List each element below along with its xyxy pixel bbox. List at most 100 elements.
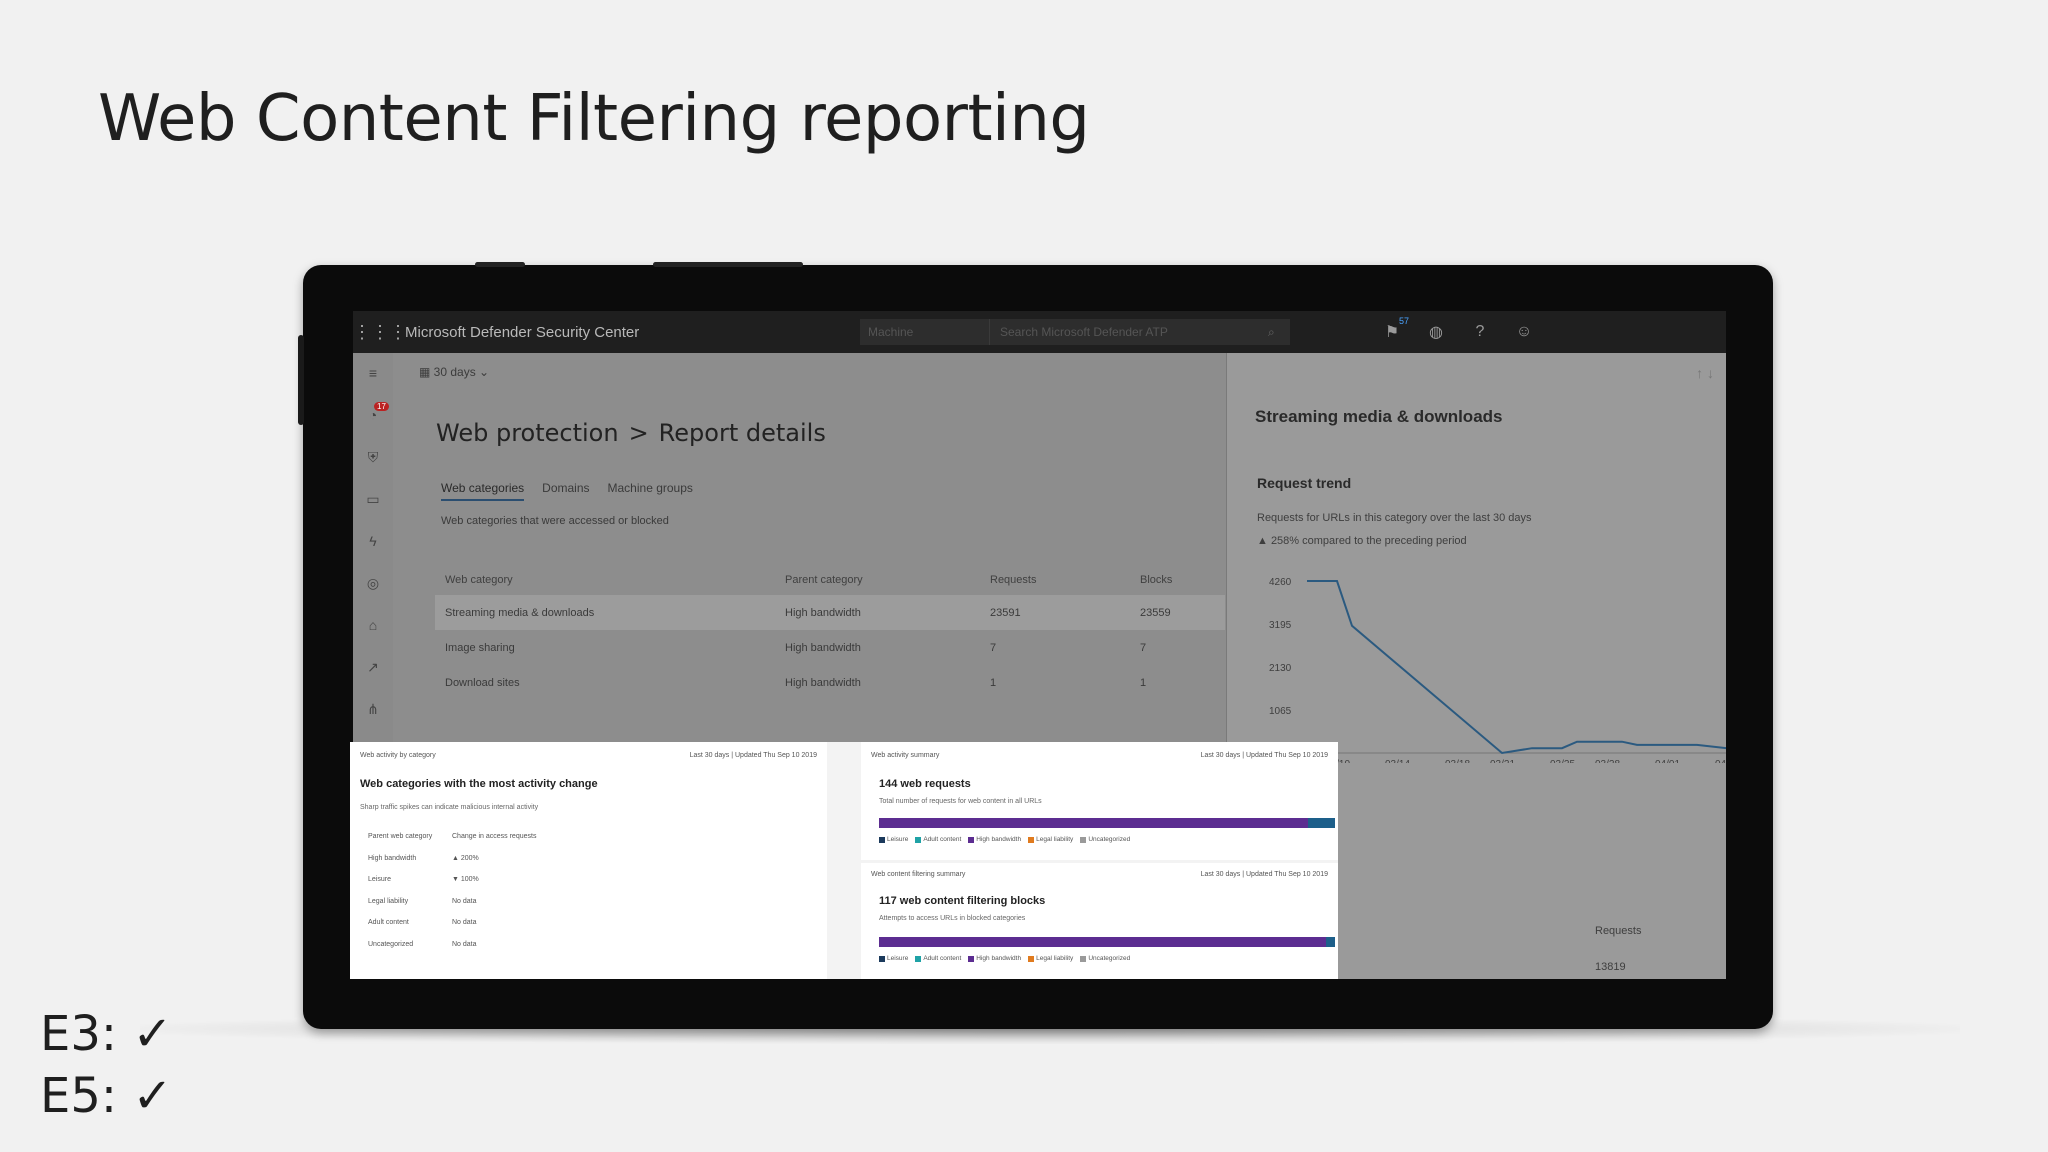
table-cell: High bandwidth [785,641,861,654]
legend-label: Adult content [923,955,962,962]
globe-icon[interactable]: ◍ [1429,324,1443,341]
card-title: Web categories with the most activity ch… [360,778,598,790]
breadcrumb-parent[interactable]: Web protection [436,419,619,447]
briefcase-icon[interactable]: ⌂ [368,617,378,633]
chevron-down-icon: ⌄ [475,365,490,379]
table-cell: High bandwidth [775,595,980,630]
lightning-icon[interactable]: ϟ [369,533,377,549]
legend-item: High bandwidth [968,955,1021,962]
tablet-device: ⋮⋮⋮ Microsoft Defender Security Center M… [298,262,1773,1029]
connections-icon[interactable]: ⋔ [367,701,379,717]
panel-title: Streaming media & downloads [1255,407,1503,426]
legend-swatch [968,955,975,962]
card-meta: Last 30 days | Updated Thu Sep 10 2019 [1200,871,1328,878]
card-subtitle: Total number of requests for web content… [879,798,1042,805]
change-value: No data [452,897,477,905]
tab-description: Web categories that were accessed or blo… [441,515,669,527]
smiley-icon[interactable]: ☺ [1515,323,1533,340]
tab-web-categories[interactable]: Web categories [441,481,525,501]
legend-label: Uncategorized [1088,836,1131,843]
requests-value: 13819 [1595,961,1626,973]
table-row[interactable]: Download sites High bandwidth 1 1 [435,665,1225,700]
legend-item: Leisure [879,836,908,843]
request-trend-chart: 426031952130106503/1003/1403/1803/2103/2… [1269,577,1726,763]
table-cell: Download sites [445,676,520,689]
legend-item: Uncategorized [1080,836,1130,843]
help-icon[interactable]: ? [1475,323,1485,340]
x-tick-label: 04/01 [1655,759,1680,763]
list-item: Legal liability No data [368,891,542,913]
table-cell: 23559 [1130,595,1225,630]
bar-segment-high-bandwidth [879,937,1326,947]
breadcrumb: Web protection > Report details [436,419,826,447]
global-search[interactable]: Machine Search Microsoft Defender ATP ⌕ [860,319,1290,345]
calendar-icon: ▦ [419,365,434,379]
check-icon: ✓ [132,1068,173,1124]
panel-description: Requests for URLs in this category over … [1257,512,1532,524]
search-icon[interactable]: ⌕ [1268,324,1275,339]
search-input[interactable]: Search Microsoft Defender ATP [1000,325,1168,339]
web-activity-summary-card[interactable]: Web activity summary Last 30 days | Upda… [861,742,1338,860]
bar-segment-other [1325,937,1335,947]
bar-legend: Leisure Adult content High bandwidth Leg… [879,836,1130,843]
report-cards-overlay: Web activity by category Last 30 days | … [350,742,1338,979]
time-range-picker[interactable]: ▦ 30 days ⌄ [419,365,489,379]
x-tick-label: 03/18 [1445,759,1470,763]
app-title[interactable]: Microsoft Defender Security Center [405,323,640,341]
card-caption: Web activity summary [871,752,940,759]
table-row[interactable]: Streaming media & downloads High bandwid… [435,595,1225,630]
legend-label: Adult content [923,836,962,843]
column-header[interactable]: Web category [445,574,513,586]
breadcrumb-separator: > [628,419,649,447]
column-header: Parent web category [368,833,433,841]
column-header[interactable]: Blocks [1140,574,1173,586]
column-header[interactable]: Requests [990,574,1037,586]
legend-swatch [915,955,922,962]
legend-swatch [1080,955,1087,962]
tab-machine-groups[interactable]: Machine groups [607,481,693,495]
notifications-icon[interactable]: ⚑ 57 [1384,316,1409,341]
waffle-icon[interactable]: ⋮⋮⋮ [353,321,407,342]
notification-count: 57 [1398,316,1409,326]
machines-icon[interactable]: ▭ [366,491,380,507]
column-header: Change in access requests [452,833,537,841]
incidents-icon[interactable]: ◔ 17 [365,402,389,429]
legend-label: High bandwidth [976,836,1022,843]
menu-icon[interactable]: ≡ [368,365,378,381]
table-cell: 23591 [980,595,1130,630]
column-header[interactable]: Parent category [785,574,863,586]
y-tick-label: 1065 [1269,706,1292,717]
table-row[interactable]: Image sharing High bandwidth 7 7 [435,630,1225,665]
chart-icon[interactable]: ↗ [367,659,379,675]
breadcrumb-current: Report details [658,419,826,447]
category-label: High bandwidth [368,854,417,862]
card-subtitle: Sharp traffic spikes can indicate malici… [360,804,539,811]
card-title: 144 web requests [879,778,971,790]
category-label: Leisure [368,876,391,884]
legend-swatch [1080,836,1087,843]
shield-icon[interactable]: ⛨ [367,449,379,465]
bar-segment-high-bandwidth [879,818,1308,828]
legend-item: Adult content [915,836,961,843]
panel-nav-arrows[interactable]: ↑ ↓ [1696,365,1714,381]
web-filtering-summary-card[interactable]: Web content filtering summary Last 30 da… [861,863,1338,979]
tablet-side-button [298,335,304,425]
tab-domains[interactable]: Domains [542,481,590,495]
legend-label: Leisure [887,836,909,843]
table-cell: Streaming media & downloads [435,595,775,630]
change-value: No data [452,919,477,927]
search-scope[interactable]: Machine [860,319,990,345]
category-label: Uncategorized [368,940,414,948]
y-tick-label: 3195 [1269,620,1292,631]
globe-icon[interactable]: ◎ [366,575,380,591]
activity-change-card[interactable]: Web activity by category Last 30 days | … [350,742,827,979]
details-panel: ↑ ↓ Streaming media & downloads Request … [1226,353,1726,979]
legend-label: Leisure [887,955,909,962]
list-item: Leisure ▼ 100% [368,869,542,891]
list-item: Adult content No data [368,912,542,934]
x-tick-label: 03/21 [1490,759,1515,763]
category-label: Adult content [368,919,409,927]
license-e5: E5: ✓ [40,1068,173,1124]
y-tick-label: 2130 [1269,663,1292,674]
tab-bar: Web categories Domains Machine groups [441,481,693,501]
